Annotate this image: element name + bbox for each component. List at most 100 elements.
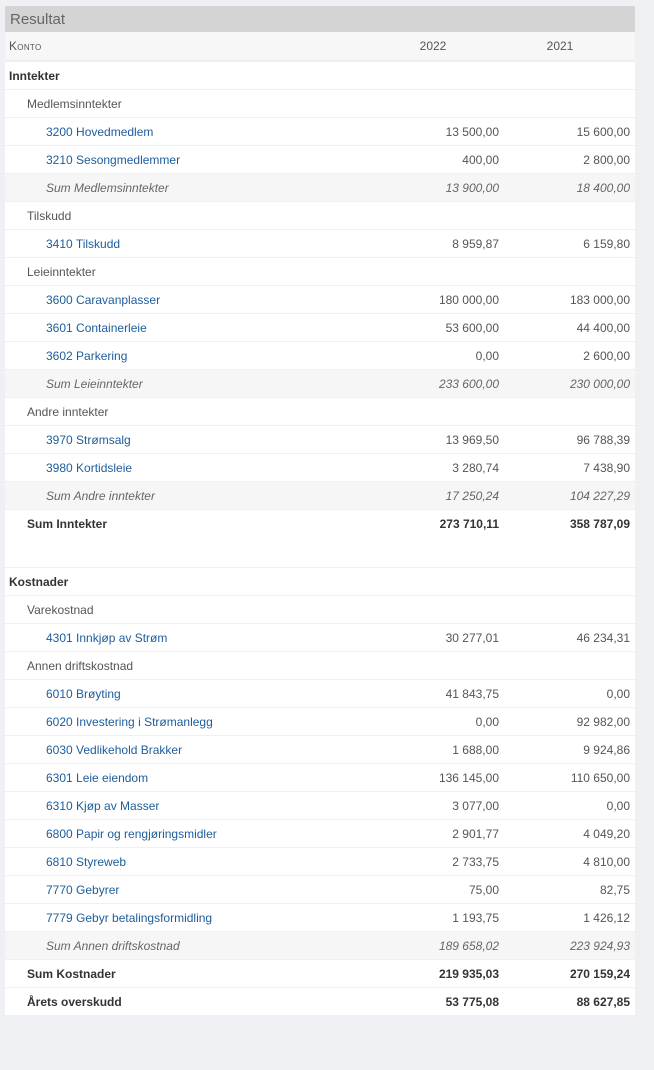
value-2021: 6 159,80 bbox=[583, 237, 630, 251]
account-link[interactable]: 6030 Vedlikehold Brakker bbox=[46, 743, 183, 757]
account-row[interactable]: 7770 Gebyrer 75,00 82,75 bbox=[5, 875, 635, 903]
account-row[interactable]: 6310 Kjøp av Masser 3 077,00 0,00 bbox=[5, 791, 635, 819]
value-2022: 13 900,00 bbox=[445, 181, 499, 195]
account-link[interactable]: 7779 Gebyr betalingsformidling bbox=[46, 911, 213, 925]
value-2022 bbox=[389, 62, 505, 89]
value-2022: 75,00 bbox=[468, 883, 499, 897]
value-2021: 358 787,09 bbox=[569, 517, 630, 531]
value-2022: 8 959,87 bbox=[452, 237, 499, 251]
account-row[interactable]: 3601 Containerleie 53 600,00 44 400,00 bbox=[5, 313, 635, 341]
value-2022: 30 277,01 bbox=[445, 631, 499, 645]
account-row[interactable]: 6810 Styreweb 2 733,75 4 810,00 bbox=[5, 847, 635, 875]
value-2022: 53 775,08 bbox=[445, 995, 499, 1009]
value-2021: 2 800,00 bbox=[583, 153, 630, 167]
group-row: Tilskudd bbox=[5, 201, 635, 229]
account-link[interactable]: 6310 Kjøp av Masser bbox=[46, 799, 160, 813]
value-2021: 88 627,85 bbox=[576, 995, 630, 1009]
subtotal-row: Sum Annen driftskostnad 189 658,02 223 924… bbox=[5, 931, 635, 959]
value-2021: 44 400,00 bbox=[576, 321, 630, 335]
value-2022: 180 000,00 bbox=[438, 293, 499, 307]
account-row[interactable]: 4301 Innkjøp av Strøm 30 277,01 46 234,31 bbox=[5, 623, 635, 651]
value-2021: 0,00 bbox=[606, 799, 630, 813]
value-2021 bbox=[505, 398, 635, 425]
account-link[interactable]: 6010 Brøyting bbox=[46, 687, 121, 701]
value-2022: 53 600,00 bbox=[445, 321, 499, 335]
subtotal-row: Sum Medlemsinntekter 13 900,00 18 400,00 bbox=[5, 173, 635, 201]
account-row[interactable]: 6800 Papir og rengjøringsmidler 2 901,77 4… bbox=[5, 819, 635, 847]
account-link[interactable]: 3601 Containerleie bbox=[46, 321, 147, 335]
account-link[interactable]: 6301 Leie eiendom bbox=[46, 771, 149, 785]
account-link[interactable]: 3600 Caravanplasser bbox=[46, 293, 161, 307]
account-link[interactable]: 3970 Strømsalg bbox=[46, 433, 131, 447]
value-2022 bbox=[389, 568, 505, 595]
account-row[interactable]: 3200 Hovedmedlem 13 500,00 15 600,00 bbox=[5, 117, 635, 145]
row-label: Leieinntekter bbox=[27, 265, 96, 279]
value-2021: 4 810,00 bbox=[583, 855, 630, 869]
value-2021 bbox=[505, 652, 635, 679]
account-row[interactable]: 7779 Gebyr betalingsformidling 1 193,75 1 … bbox=[5, 903, 635, 931]
value-2021 bbox=[505, 90, 635, 117]
value-2021: 104 227,29 bbox=[569, 489, 630, 503]
value-2022: 0,00 bbox=[475, 715, 499, 729]
value-2022 bbox=[389, 398, 505, 425]
value-2021: 46 234,31 bbox=[576, 631, 630, 645]
value-2021: 82,75 bbox=[599, 883, 630, 897]
account-row[interactable]: 3410 Tilskudd 8 959,87 6 159,80 bbox=[5, 229, 635, 257]
value-2022: 219 935,03 bbox=[438, 967, 499, 981]
account-row[interactable]: 3970 Strømsalg 13 969,50 96 788,39 bbox=[5, 425, 635, 453]
value-2022: 17 250,24 bbox=[445, 489, 499, 503]
row-label: Sum Andre inntekter bbox=[46, 489, 155, 503]
account-row[interactable]: 3602 Parkering 0,00 2 600,00 bbox=[5, 341, 635, 369]
value-2021: 183 000,00 bbox=[569, 293, 630, 307]
total-row: Sum Inntekter 273 710,11 358 787,09 bbox=[5, 509, 635, 537]
subtotal-row: Sum Leieinntekter 233 600,00 230 000,00 bbox=[5, 369, 635, 397]
value-2022: 41 843,75 bbox=[445, 687, 499, 701]
account-link[interactable]: 3410 Tilskudd bbox=[46, 237, 121, 251]
account-row[interactable]: 3600 Caravanplasser 180 000,00 183 000,00 bbox=[5, 285, 635, 313]
account-link[interactable]: 3210 Sesongmedlemmer bbox=[46, 153, 181, 167]
value-2021: 1 426,12 bbox=[583, 911, 630, 925]
account-link[interactable]: 7770 Gebyrer bbox=[46, 883, 120, 897]
value-2021 bbox=[505, 202, 635, 229]
account-link[interactable]: 6800 Papir og rengjøringsmidler bbox=[46, 827, 217, 841]
group-row: Annen driftskostnad bbox=[5, 651, 635, 679]
value-2021 bbox=[505, 258, 635, 285]
value-2022: 3 280,74 bbox=[452, 461, 499, 475]
value-2021: 230 000,00 bbox=[569, 377, 630, 391]
value-2022 bbox=[389, 596, 505, 623]
account-row[interactable]: 6301 Leie eiendom 136 145,00 110 650,00 bbox=[5, 763, 635, 791]
value-2022: 136 145,00 bbox=[438, 771, 499, 785]
row-label: Varekostnad bbox=[27, 603, 94, 617]
account-row[interactable]: 3980 Kortidsleie 3 280,74 7 438,90 bbox=[5, 453, 635, 481]
row-label: Årets overskudd bbox=[27, 995, 122, 1009]
account-row[interactable]: 6030 Vedlikehold Brakker 1 688,00 9 924,86 bbox=[5, 735, 635, 763]
value-2021 bbox=[505, 62, 635, 89]
value-2021 bbox=[505, 568, 635, 595]
subtotal-row: Sum Andre inntekter 17 250,24 104 227,29 bbox=[5, 481, 635, 509]
value-2021: 270 159,24 bbox=[569, 967, 630, 981]
row-label: Andre inntekter bbox=[27, 405, 109, 419]
value-2022: 13 500,00 bbox=[445, 125, 499, 139]
account-link[interactable]: 3200 Hovedmedlem bbox=[46, 125, 154, 139]
account-row[interactable]: 3210 Sesongmedlemmer 400,00 2 800,00 bbox=[5, 145, 635, 173]
value-2022 bbox=[389, 537, 505, 567]
account-row[interactable]: 6020 Investering i Strømanlegg 0,00 92 982… bbox=[5, 707, 635, 735]
value-2022: 13 969,50 bbox=[445, 433, 499, 447]
row-label: Medlemsinntekter bbox=[27, 97, 122, 111]
account-link[interactable]: 3602 Parkering bbox=[46, 349, 128, 363]
account-row[interactable]: 6010 Brøyting 41 843,75 0,00 bbox=[5, 679, 635, 707]
row-label: Annen driftskostnad bbox=[27, 659, 134, 673]
account-link[interactable]: 4301 Innkjøp av Strøm bbox=[46, 631, 168, 645]
value-2022: 400,00 bbox=[462, 153, 499, 167]
panel-title: Resultat bbox=[5, 6, 635, 32]
value-2021 bbox=[505, 537, 635, 567]
row-label bbox=[5, 537, 389, 567]
column-header-year-2: 2021 bbox=[546, 39, 574, 53]
result-table-body: Inntekter Medlemsinntekter 3200 Hovedmedle… bbox=[5, 61, 635, 1015]
account-link[interactable]: 6810 Styreweb bbox=[46, 855, 127, 869]
account-link[interactable]: 3980 Kortidsleie bbox=[46, 461, 133, 475]
account-link[interactable]: 6020 Investering i Strømanlegg bbox=[46, 715, 213, 729]
column-header-year-1: 2022 bbox=[419, 39, 447, 53]
value-2022: 2 901,77 bbox=[452, 827, 499, 841]
value-2022: 233 600,00 bbox=[438, 377, 499, 391]
